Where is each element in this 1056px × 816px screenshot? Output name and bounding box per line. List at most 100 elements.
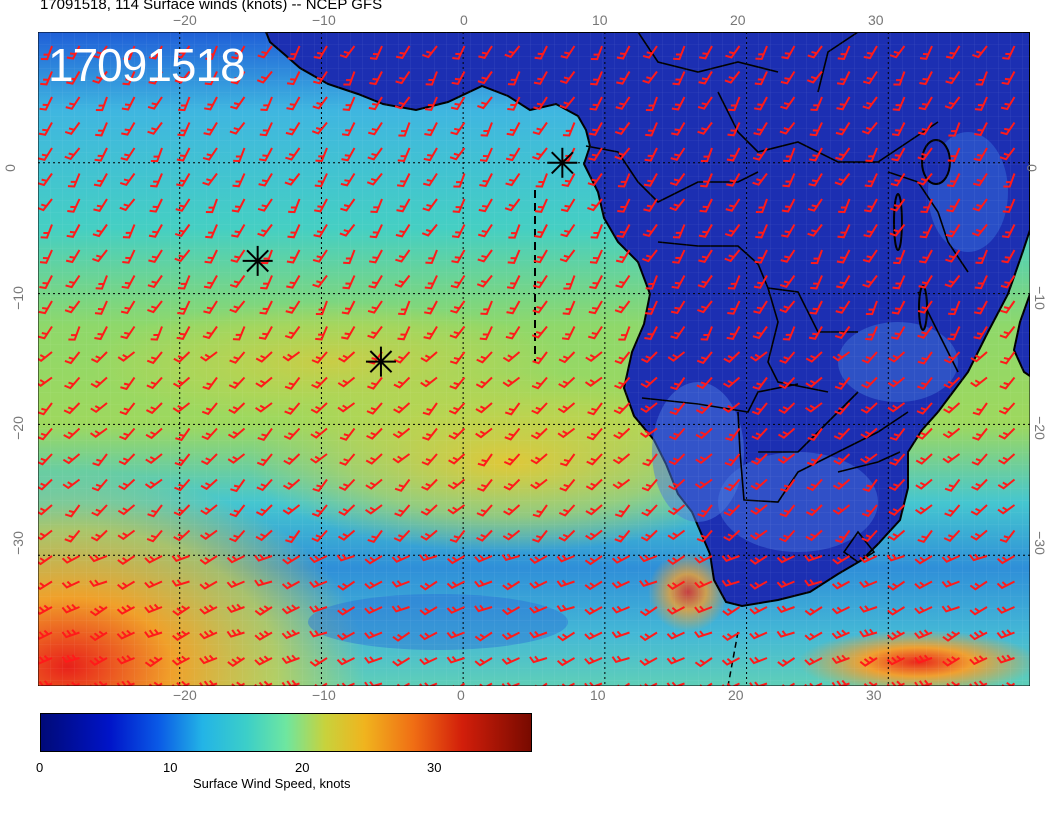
- wind-barb: [256, 453, 273, 467]
- wind-barb: [584, 631, 603, 640]
- wind-map: [34, 31, 1038, 694]
- wind-barb: [121, 122, 136, 136]
- wind-barb: [917, 351, 933, 365]
- wind-barb: [479, 173, 493, 188]
- wind-barb-shape: [199, 629, 218, 640]
- wind-barb-shape: [721, 554, 740, 562]
- wind-barb: [670, 300, 686, 315]
- wind-barb-shape: [254, 605, 273, 616]
- wind-barb-shape: [531, 325, 548, 339]
- wind-barb: [338, 351, 356, 363]
- wind-barb: [203, 121, 218, 136]
- wind-barb-shape: [392, 657, 411, 667]
- wind-barb: [535, 173, 548, 188]
- bottom-axis-label: −20: [173, 687, 197, 703]
- wind-barb: [423, 172, 438, 187]
- wind-barb: [835, 147, 851, 161]
- wind-barb: [559, 249, 576, 263]
- wind-barb: [778, 376, 796, 389]
- wind-barb: [393, 529, 411, 542]
- wind-barb: [589, 275, 603, 290]
- wind-barb-shape: [393, 402, 411, 414]
- wind-barb: [585, 478, 603, 491]
- wind-barb-shape: [835, 300, 851, 314]
- wind-barb: [343, 71, 356, 86]
- wind-barb-shape: [35, 529, 53, 541]
- wind-barb: [149, 198, 163, 213]
- wind-barb-shape: [697, 121, 713, 135]
- wind-barb-shape: [92, 45, 108, 59]
- wind-barb-shape: [642, 453, 658, 467]
- wind-barb: [642, 70, 658, 84]
- wind-barb-shape: [666, 656, 685, 665]
- left-axis-label: −30: [9, 531, 26, 555]
- wind-barb-shape: [640, 376, 658, 389]
- wind-barb: [477, 70, 493, 85]
- wind-barb: [696, 351, 713, 365]
- wind-barb-shape: [281, 629, 300, 640]
- wind-barb: [448, 453, 466, 465]
- wind-barb-shape: [479, 173, 493, 188]
- wind-barb: [699, 45, 713, 60]
- wind-barb-shape: [584, 606, 603, 616]
- wind-barb: [996, 654, 1015, 664]
- wind-barb: [889, 427, 906, 441]
- wind-barb-shape: [727, 300, 741, 315]
- wind-barb-shape: [39, 275, 53, 290]
- wind-barb-shape: [367, 300, 383, 314]
- wind-barb: [309, 555, 328, 564]
- wind-barb-shape: [970, 504, 988, 516]
- wind-barb-shape: [999, 529, 1016, 543]
- wind-barb-shape: [561, 173, 576, 187]
- wind-barb: [948, 122, 961, 137]
- wind-barb: [722, 606, 741, 617]
- wind-barb-shape: [394, 274, 411, 288]
- wind-barb-shape: [397, 326, 411, 341]
- wind-barb-shape: [917, 529, 933, 543]
- wind-barb-shape: [886, 655, 905, 666]
- wind-barb: [205, 45, 218, 61]
- wind-barb-shape: [776, 630, 795, 638]
- wind-barb-shape: [724, 478, 741, 492]
- wind-barb-shape: [946, 173, 961, 188]
- wind-barb: [150, 147, 163, 163]
- wind-barb: [695, 402, 713, 415]
- wind-barb-shape: [807, 198, 823, 212]
- wind-barb-shape: [915, 478, 933, 490]
- wind-barb-shape: [315, 147, 328, 163]
- wind-barb-shape: [586, 453, 603, 466]
- wind-barb-shape: [476, 504, 493, 517]
- wind-barb-shape: [365, 504, 383, 515]
- wind-barb: [671, 96, 686, 111]
- wind-barb-shape: [863, 70, 878, 85]
- wind-barb-shape: [144, 478, 163, 489]
- wind-barb-shape: [532, 351, 548, 365]
- wind-barb-shape: [996, 654, 1015, 664]
- wind-barb: [229, 351, 246, 364]
- wind-barb-shape: [174, 249, 191, 263]
- wind-barb-shape: [557, 427, 576, 439]
- wind-barb-shape: [700, 326, 713, 341]
- wind-barb: [749, 555, 768, 565]
- wind-barb: [667, 351, 686, 362]
- right-axis-label: −20: [1031, 416, 1048, 440]
- wind-barb-shape: [421, 478, 438, 491]
- wind-barb: [724, 70, 741, 84]
- wind-barb-shape: [613, 402, 631, 415]
- wind-barb: [174, 453, 191, 467]
- wind-barb: [230, 478, 246, 493]
- wind-barb: [697, 121, 713, 135]
- wind-barb: [944, 504, 961, 517]
- wind-barb-shape: [754, 96, 768, 111]
- wind-barb: [917, 147, 933, 161]
- colorbar-label: Surface Wind Speed, knots: [193, 776, 351, 791]
- wind-barb-shape: [229, 529, 246, 543]
- wind-barb: [341, 326, 356, 340]
- wind-barb: [862, 274, 878, 288]
- wind-barb-shape: [284, 325, 301, 339]
- wind-barb: [176, 326, 191, 340]
- wind-barb: [834, 172, 851, 186]
- wind-barb: [368, 121, 383, 136]
- wind-barb: [92, 223, 108, 238]
- wind-barb-shape: [366, 427, 383, 440]
